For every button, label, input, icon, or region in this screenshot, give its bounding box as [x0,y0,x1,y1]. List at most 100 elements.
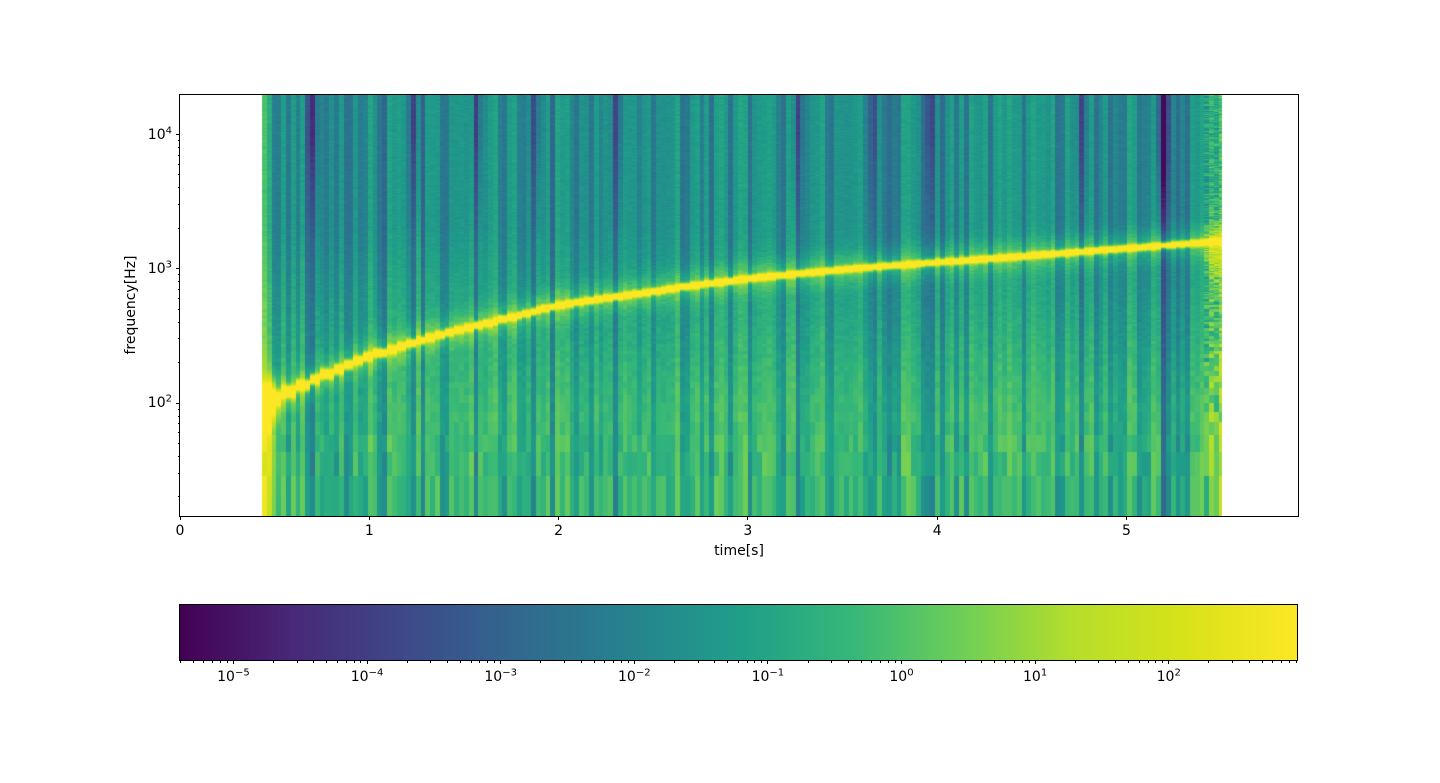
y-minor-tick [177,362,180,364]
y-minor-tick [177,281,180,283]
colorbar-minor-tick [1155,660,1157,663]
colorbar-minor-tick [941,660,943,663]
colorbar-minor-tick [1231,660,1233,663]
colorbar-minor-tick [1138,660,1140,663]
colorbar-minor-tick [226,660,228,663]
colorbar-minor-tick [981,660,983,663]
colorbar-minor-tick [487,660,489,663]
x-tick-label: 1 [364,523,374,539]
colorbar-minor-tick [212,660,214,663]
colorbar-gradient [180,605,1297,660]
colorbar-minor-tick [479,660,481,663]
colorbar-minor-tick [1074,660,1076,663]
y-minor-tick [177,455,180,457]
colorbar-minor-tick [1295,660,1297,663]
y-minor-tick [177,496,180,498]
x-tick [179,516,181,520]
colorbar-tick [633,660,635,664]
y-minor-tick [177,147,180,149]
colorbar-tick [1034,660,1036,664]
colorbar-minor-tick [746,660,748,663]
colorbar-minor-tick [888,660,890,663]
colorbar-minor-tick [1248,660,1250,663]
y-minor-tick [177,187,180,189]
colorbar-tick [500,660,502,664]
x-tick [558,516,560,520]
colorbar-tick-label: 100 [889,667,914,685]
y-minor-tick [177,423,180,425]
colorbar-minor-tick [360,660,362,663]
y-minor-tick [177,154,180,156]
colorbar-minor-tick [714,660,716,663]
y-minor-tick [177,408,180,410]
colorbar-minor-tick [674,660,675,663]
colorbar-minor-tick [273,660,275,663]
y-tick [176,268,180,270]
x-tick-label: 2 [554,523,564,539]
colorbar-minor-tick [620,660,622,663]
y-tick [176,134,180,136]
colorbar-minor-tick [1162,660,1164,663]
colorbar-minor-tick [1128,660,1129,663]
x-tick-label: 4 [932,523,942,539]
colorbar-minor-tick [563,660,565,663]
y-minor-tick [177,415,180,417]
colorbar-minor-tick [627,660,629,663]
x-tick-label: 0 [175,523,185,539]
colorbar-minor-tick [1013,660,1015,663]
x-tick-label: 5 [1122,523,1131,539]
colorbar-minor-tick [894,660,896,663]
y-minor-tick [177,274,180,276]
x-tick [368,516,370,520]
colorbar-minor-tick [540,660,542,663]
colorbar-minor-tick [1115,660,1117,663]
colorbar-tick [366,660,368,664]
y-minor-tick [177,227,180,229]
colorbar-minor-tick [1147,660,1149,663]
colorbar-minor-tick [494,660,496,663]
colorbar-minor-tick [459,660,461,663]
y-minor-tick [177,298,180,300]
y-tick-label: 103 [147,259,172,277]
colorbar-tick-label: 101 [1023,667,1048,685]
colorbar-minor-tick [593,660,595,663]
colorbar-minor-tick [754,660,756,663]
colorbar-tick-label: 102 [1156,667,1181,685]
y-minor-tick [177,308,180,310]
colorbar-minor-tick [604,660,606,663]
colorbar-minor-tick [1028,660,1030,663]
colorbar-minor-tick [179,660,181,663]
colorbar-tick-label: 10−1 [751,667,785,685]
colorbar-tick [232,660,234,664]
colorbar-minor-tick [964,660,966,663]
colorbar-minor-tick [613,660,615,663]
y-minor-tick [177,472,180,474]
y-minor-tick [177,140,180,142]
colorbar-minor-tick [880,660,882,663]
x-tick-label: 3 [743,523,753,539]
colorbar-tick-label: 10−2 [617,667,651,685]
colorbar-minor-tick [1004,660,1006,663]
colorbar-minor-tick [580,660,582,663]
colorbar-minor-tick [1261,660,1263,663]
y-minor-tick [177,321,180,323]
y-minor-tick [177,289,180,291]
colorbar-minor-tick [761,660,763,663]
colorbar-minor-tick [1272,660,1274,663]
y-minor-tick [177,163,180,165]
colorbar-minor-tick [871,660,873,663]
colorbar-minor-tick [1288,660,1290,663]
colorbar-minor-tick [727,660,729,663]
y-tick-label: 104 [147,124,172,143]
colorbar-minor-tick [1098,660,1100,663]
colorbar-minor-tick [296,660,298,663]
colorbar-minor-tick [313,660,315,663]
colorbar-minor-tick [831,660,833,663]
y-minor-tick [177,338,180,340]
colorbar-minor-tick [336,660,338,663]
colorbar-tick [1168,660,1170,664]
y-tick [176,402,180,404]
colorbar-minor-tick [807,660,809,663]
colorbar-minor-tick [447,660,448,663]
